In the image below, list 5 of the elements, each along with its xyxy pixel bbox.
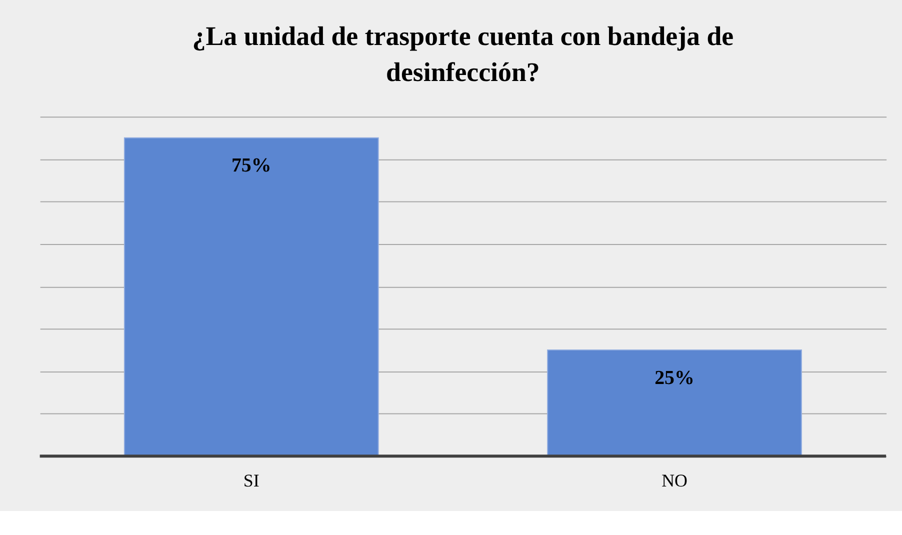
x-tick-label: SI [243, 470, 260, 490]
x-tick-label: NO [662, 470, 688, 490]
chart-title: ¿La unidad de trasporte cuenta con bandeja de desinfección? [192, 20, 734, 87]
data-label: 25% [654, 366, 694, 389]
data-label: 75% [231, 154, 272, 177]
